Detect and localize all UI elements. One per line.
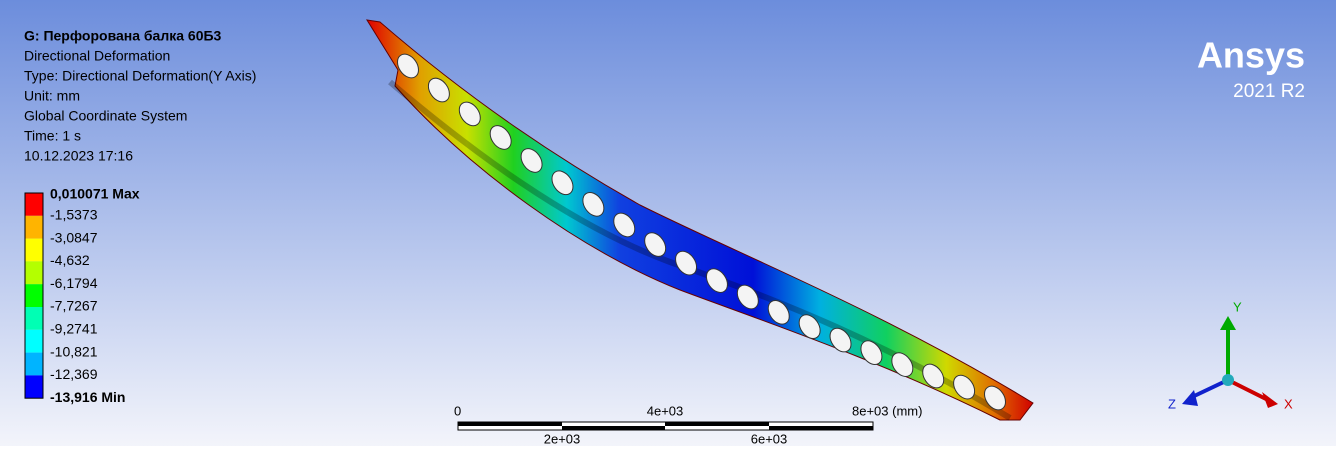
legend-band [25, 330, 43, 353]
scale-label: 6e+03 [751, 431, 788, 446]
detail-line: Unit: mm [24, 88, 80, 104]
legend-band [25, 284, 43, 307]
scale-label: 2e+03 [544, 431, 581, 446]
legend-label: -13,916 Min [50, 389, 125, 405]
triad-x-label: X [1284, 396, 1293, 411]
scale-seg [562, 426, 665, 430]
triad-origin [1222, 374, 1234, 386]
viewport: G: Перфорована балка 60Б3 Directional De… [0, 0, 1336, 450]
legend-band [25, 353, 43, 376]
scale-seg [458, 422, 562, 426]
legend-band [25, 307, 43, 330]
legend-label: -12,369 [50, 366, 98, 382]
detail-line: Directional Deformation [24, 48, 170, 64]
triad-z-label: Z [1168, 396, 1176, 411]
scale-seg [769, 426, 873, 430]
bottom-border [0, 446, 1336, 450]
scale-label: 0 [454, 403, 461, 418]
detail-line: 10.12.2023 17:16 [24, 148, 133, 164]
logo-version: 2021 R2 [1233, 81, 1305, 102]
legend-label: -1,5373 [50, 207, 98, 223]
detail-line: Time: 1 s [24, 128, 81, 144]
triad-y-label: Y [1233, 299, 1242, 314]
scale-label: 8e+03 (mm) [852, 403, 922, 418]
detail-line: Type: Directional Deformation(Y Axis) [24, 68, 256, 84]
legend-label: -9,2741 [50, 321, 98, 337]
scale-seg [665, 422, 769, 426]
detail-line: Global Coordinate System [24, 108, 187, 124]
legend-band [25, 239, 43, 262]
legend-label: -10,821 [50, 343, 98, 359]
legend-band [25, 375, 43, 398]
legend-label: -7,7267 [50, 298, 98, 314]
result-title: G: Перфорована балка 60Б3 [24, 28, 222, 44]
legend-band [25, 216, 43, 239]
legend-label: 0,010071 Max [50, 186, 140, 202]
scale-label: 4e+03 [647, 403, 684, 418]
legend-label: -6,1794 [50, 275, 98, 291]
legend-band [25, 193, 43, 216]
legend-label: -4,632 [50, 252, 90, 268]
legend-label: -3,0847 [50, 229, 98, 245]
logo-name: Ansys [1197, 35, 1305, 76]
legend-band [25, 261, 43, 284]
